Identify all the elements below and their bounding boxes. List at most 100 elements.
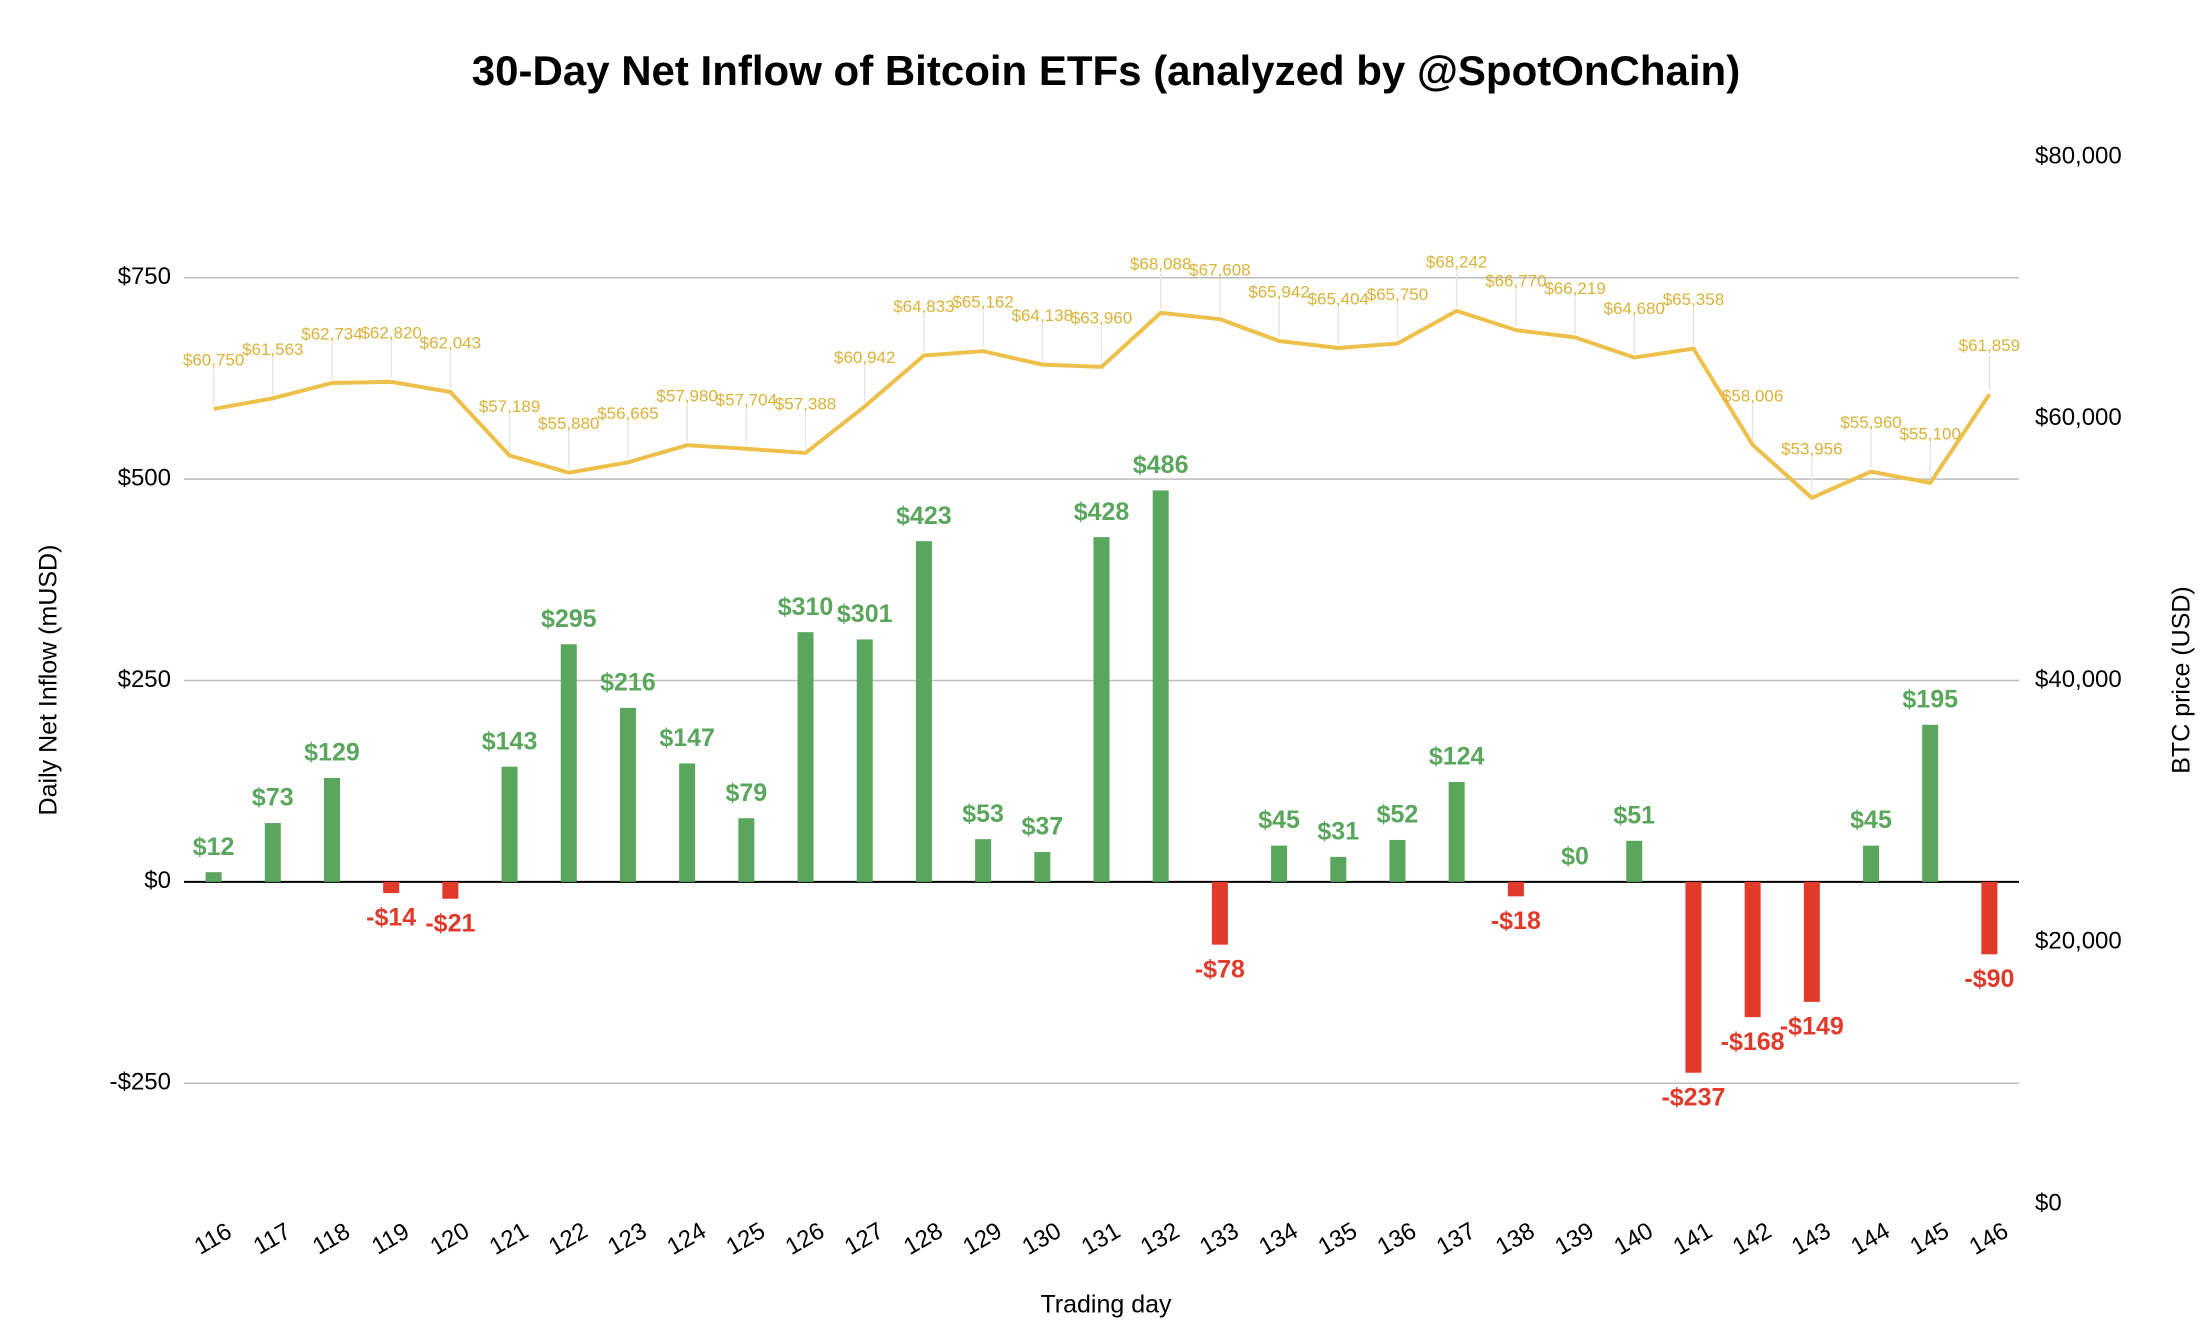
y-tick-label: $500 bbox=[118, 464, 171, 491]
x-tick-label: 116 bbox=[190, 1218, 237, 1261]
bar bbox=[1093, 537, 1110, 882]
bar bbox=[679, 763, 696, 882]
bar bbox=[1330, 856, 1347, 882]
bar-value-label: $129 bbox=[304, 739, 360, 767]
x-tick-label: 121 bbox=[485, 1217, 533, 1260]
price-label: $64,833 bbox=[893, 297, 954, 316]
price-label: $62,734 bbox=[301, 324, 362, 343]
bar bbox=[1744, 881, 1761, 1018]
bar bbox=[1685, 881, 1702, 1073]
bar bbox=[1389, 839, 1406, 882]
bar-value-label: $52 bbox=[1377, 801, 1419, 829]
x-tick-label: 119 bbox=[367, 1218, 414, 1261]
x-tick-label: 128 bbox=[899, 1217, 947, 1260]
price-label: $61,563 bbox=[242, 340, 303, 359]
price-label: $61,859 bbox=[1959, 336, 2020, 355]
x-tick-label: 143 bbox=[1787, 1217, 1835, 1260]
bar bbox=[1922, 724, 1939, 882]
bar bbox=[1863, 845, 1880, 882]
bar-value-label: $79 bbox=[725, 779, 767, 807]
price-label: $66,770 bbox=[1485, 272, 1546, 291]
x-tick-label: 117 bbox=[249, 1218, 296, 1261]
bar-value-label: -$14 bbox=[366, 904, 416, 932]
price-label: $62,043 bbox=[420, 333, 481, 352]
bar bbox=[1034, 852, 1051, 882]
x-tick-label: 142 bbox=[1728, 1217, 1776, 1260]
bar bbox=[383, 881, 400, 894]
bar-value-label: -$90 bbox=[1964, 965, 2014, 993]
price-label: $68,242 bbox=[1426, 252, 1487, 271]
x-tick-label: 123 bbox=[603, 1217, 651, 1260]
x-tick-label: 125 bbox=[722, 1217, 770, 1260]
x-tick-label: 129 bbox=[958, 1217, 1006, 1260]
price-label: $57,704 bbox=[716, 390, 777, 409]
x-tick-label: 130 bbox=[1018, 1217, 1066, 1260]
bar bbox=[797, 632, 814, 882]
x-tick-label: 132 bbox=[1136, 1217, 1184, 1260]
bar-value-label: -$18 bbox=[1491, 907, 1541, 935]
y-tick-label: $0 bbox=[144, 867, 171, 894]
x-tick-label: 137 bbox=[1432, 1217, 1480, 1260]
y2-tick-label: $40,000 bbox=[2035, 666, 2122, 693]
price-label: $63,960 bbox=[1071, 308, 1132, 327]
y-axis-title: Daily Net Inflow (mUSD) bbox=[35, 545, 63, 816]
bar bbox=[205, 872, 222, 882]
y2-axis-title: BTC price (USD) bbox=[2168, 586, 2196, 774]
bar-value-label: $53 bbox=[962, 800, 1004, 828]
x-tick-label: 127 bbox=[840, 1217, 888, 1260]
price-label: $60,750 bbox=[183, 350, 244, 369]
bar-value-label: $37 bbox=[1021, 813, 1063, 841]
x-tick-label: 136 bbox=[1373, 1217, 1421, 1260]
price-label: $56,665 bbox=[597, 404, 658, 423]
price-label: $67,608 bbox=[1189, 261, 1250, 280]
bar-value-label: $423 bbox=[896, 502, 952, 530]
bar bbox=[915, 541, 932, 882]
bar-value-label: $51 bbox=[1613, 801, 1655, 829]
price-label: $57,189 bbox=[479, 397, 540, 416]
price-label: $55,100 bbox=[1899, 424, 1960, 443]
bar bbox=[1803, 881, 1820, 1002]
price-label: $62,820 bbox=[360, 323, 421, 342]
price-label: $65,358 bbox=[1663, 290, 1724, 309]
price-label: $55,880 bbox=[538, 414, 599, 433]
x-tick-label: 139 bbox=[1550, 1217, 1598, 1260]
bar-value-label: -$237 bbox=[1661, 1083, 1725, 1111]
x-tick-label: 124 bbox=[662, 1217, 710, 1260]
price-label: $66,219 bbox=[1544, 279, 1605, 298]
price-label: $53,956 bbox=[1781, 439, 1842, 458]
bar bbox=[442, 881, 459, 899]
price-label: $55,960 bbox=[1840, 413, 1901, 432]
bar-value-label: $12 bbox=[193, 833, 235, 861]
bar-value-label: -$149 bbox=[1780, 1012, 1844, 1040]
x-tick-label: 140 bbox=[1610, 1217, 1658, 1260]
bar bbox=[560, 644, 577, 882]
bar-value-label: $124 bbox=[1429, 743, 1485, 771]
y-tick-label: $250 bbox=[118, 666, 171, 693]
bar bbox=[323, 777, 340, 882]
price-label: $68,088 bbox=[1130, 254, 1191, 273]
price-label: $60,942 bbox=[834, 348, 895, 367]
bar-value-label: $31 bbox=[1317, 817, 1359, 845]
bar bbox=[1626, 840, 1643, 882]
bar-value-label: $310 bbox=[778, 593, 834, 621]
bar-value-label: $295 bbox=[541, 605, 597, 633]
bar-value-label: $73 bbox=[252, 784, 294, 812]
bar-value-label: $0 bbox=[1561, 842, 1589, 870]
bar-value-label: -$78 bbox=[1195, 955, 1245, 983]
bar-value-label: $45 bbox=[1850, 806, 1892, 834]
bar-value-label: -$168 bbox=[1721, 1028, 1785, 1056]
bar-value-label: $195 bbox=[1902, 685, 1958, 713]
bar-value-label: $143 bbox=[482, 727, 538, 755]
x-tick-label: 131 bbox=[1077, 1217, 1125, 1260]
bar bbox=[619, 707, 636, 882]
x-tick-label: 145 bbox=[1906, 1217, 1954, 1260]
x-tick-label: 141 bbox=[1669, 1217, 1717, 1260]
price-label: $65,750 bbox=[1367, 285, 1428, 304]
bar bbox=[1981, 881, 1998, 955]
y2-tick-label: $80,000 bbox=[2035, 142, 2122, 169]
x-tick-label: 120 bbox=[426, 1217, 474, 1260]
bar bbox=[975, 839, 992, 882]
x-axis-title: Trading day bbox=[1040, 1291, 1172, 1319]
y2-tick-label: $0 bbox=[2035, 1189, 2062, 1216]
